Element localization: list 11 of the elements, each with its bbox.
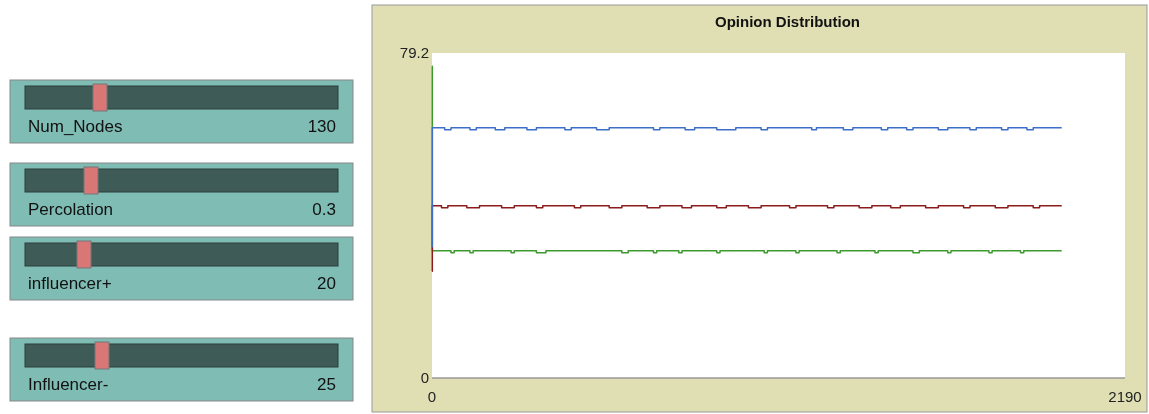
chart-title: Opinion Distribution xyxy=(715,13,860,30)
text: Influencer- xyxy=(28,375,109,394)
y-tick-label: 79.2 xyxy=(399,44,429,61)
text: Percolation xyxy=(28,200,114,219)
text: 20 xyxy=(317,274,336,293)
text: 130 xyxy=(307,117,336,136)
x-tick-label: 2190 xyxy=(1108,388,1142,405)
text: 0.3 xyxy=(312,200,336,219)
text: 25 xyxy=(317,375,336,394)
text: Num_Nodes xyxy=(28,117,123,136)
text: influencer+ xyxy=(28,274,112,293)
